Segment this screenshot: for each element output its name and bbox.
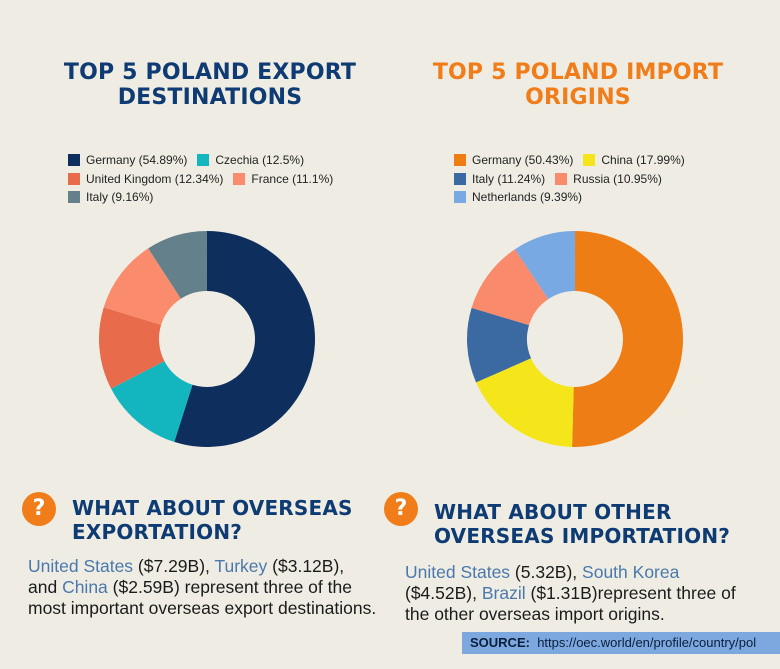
legend-swatch (233, 172, 246, 185)
export-title-line2: DESTINATIONS (117, 85, 303, 110)
legend-row: Italy (9.16%) (68, 188, 343, 207)
legend-label: Italy (9.16%) (86, 190, 154, 205)
source-label: SOURCE: (470, 635, 530, 650)
legend-label: China (17.99%) (601, 153, 685, 168)
legend-item: Netherlands (9.39%) (454, 190, 582, 204)
export-paragraph: United States ($7.29B), Turkey ($3.12B),… (28, 556, 378, 619)
legend-row: Italy (11.24%) Russia (10.95%) (454, 170, 695, 189)
legend-item: United Kingdom (12.34%) (68, 172, 223, 186)
country-highlight: South Korea (582, 562, 680, 582)
legend-swatch (68, 191, 80, 204)
import-sub-line2: OVERSEAS IMPORTATION? (434, 524, 731, 548)
legend-swatch (454, 154, 466, 167)
import-donut-chart (467, 231, 683, 447)
legend-item: Czechia (12.5%) (197, 153, 304, 167)
import-legend: Germany (50.43%) China (17.99%) Italy (1… (454, 151, 695, 207)
legend-label: Germany (50.43%) (472, 153, 574, 168)
legend-swatch (454, 191, 466, 204)
import-sub-line1: WHAT ABOUT OTHER (434, 500, 672, 524)
export-sub-line1: WHAT ABOUT OVERSEAS (72, 496, 353, 520)
legend-swatch (197, 154, 210, 167)
legend-row: Germany (50.43%) China (17.99%) (454, 151, 695, 170)
export-donut-chart (99, 231, 316, 447)
export-sub-line2: EXPORTATION? (72, 520, 243, 544)
import-paragraph: United States (5.32B), South Korea ($4.5… (405, 562, 755, 625)
legend-item: China (17.99%) (583, 153, 685, 168)
country-highlight: China (62, 577, 108, 597)
legend-item: Italy (9.16%) (68, 190, 153, 204)
para-text: ($3.12B), and (28, 556, 345, 597)
legend-row: United Kingdom (12.34%) France (11.1%) (68, 170, 343, 189)
legend-swatch (68, 172, 80, 185)
legend-item: Italy (11.24%) (454, 172, 545, 186)
export-question-heading: WHAT ABOUT OVERSEAS EXPORTATION? (72, 496, 372, 544)
country-highlight: United States (405, 562, 511, 582)
donut-slice (572, 231, 683, 447)
import-chart-title: TOP 5 POLAND IMPORT ORIGINS (398, 60, 758, 110)
donut-slice (111, 361, 193, 442)
donut-slice (148, 231, 208, 299)
para-text: ($7.29B), (133, 556, 215, 576)
export-legend: Germany (54.89%) Czechia (12.5%) United … (68, 151, 343, 207)
legend-label: United Kingdom (12.34%) (86, 171, 224, 186)
legend-label: Netherlands (9.39%) (472, 190, 583, 205)
import-question-heading: WHAT ABOUT OTHER OVERSEAS IMPORTATION? (434, 500, 754, 548)
legend-item: Germany (50.43%) (454, 153, 573, 167)
donut-slice (103, 248, 181, 325)
export-chart-title: TOP 5 POLAND EXPORT DESTINATIONS (30, 60, 390, 110)
para-text: ($4.52B), (405, 583, 482, 603)
country-highlight: United States (28, 556, 134, 576)
donut-slice (476, 358, 574, 447)
donut-slice (99, 307, 165, 389)
legend-label: Russia (10.95%) (573, 171, 662, 186)
source-url[interactable]: https://oec.world/en/profile/country/pol (537, 635, 757, 650)
legend-label: Germany (54.89%) (86, 153, 188, 168)
legend-swatch (583, 154, 596, 167)
para-text: (5.32B), (510, 562, 583, 582)
legend-swatch (555, 172, 568, 185)
legend-label: Italy (11.24%) (472, 171, 546, 186)
donut-slice (174, 231, 316, 447)
legend-row: Netherlands (9.39%) (454, 188, 695, 207)
legend-row: Germany (54.89%) Czechia (12.5%) (68, 151, 343, 170)
donut-slice (471, 249, 549, 326)
question-mark-icon: ? (22, 492, 56, 526)
legend-swatch (68, 154, 80, 167)
donut-slice (467, 307, 532, 383)
legend-label: Czechia (12.5%) (215, 153, 305, 168)
source-note: SOURCE: https://oec.world/en/profile/cou… (462, 632, 780, 654)
legend-label: France (11.1%) (251, 171, 334, 186)
import-title-line1: TOP 5 POLAND IMPORT (432, 60, 724, 85)
legend-item: France (11.1%) (233, 172, 333, 186)
country-highlight: Turkey (214, 556, 268, 576)
legend-item: Germany (54.89%) (68, 153, 187, 167)
legend-item: Russia (10.95%) (555, 172, 662, 186)
export-title-line1: TOP 5 POLAND EXPORT (63, 60, 357, 85)
country-highlight: Brazil (481, 583, 526, 603)
import-title-line2: ORIGINS (525, 85, 631, 110)
question-mark-icon: ? (384, 492, 418, 526)
para-text: ($1.31B)represent three of the other ove… (405, 583, 736, 624)
legend-swatch (454, 172, 466, 185)
donut-slice (514, 231, 576, 300)
para-text: ($2.59B) represent three of the most imp… (28, 577, 377, 618)
